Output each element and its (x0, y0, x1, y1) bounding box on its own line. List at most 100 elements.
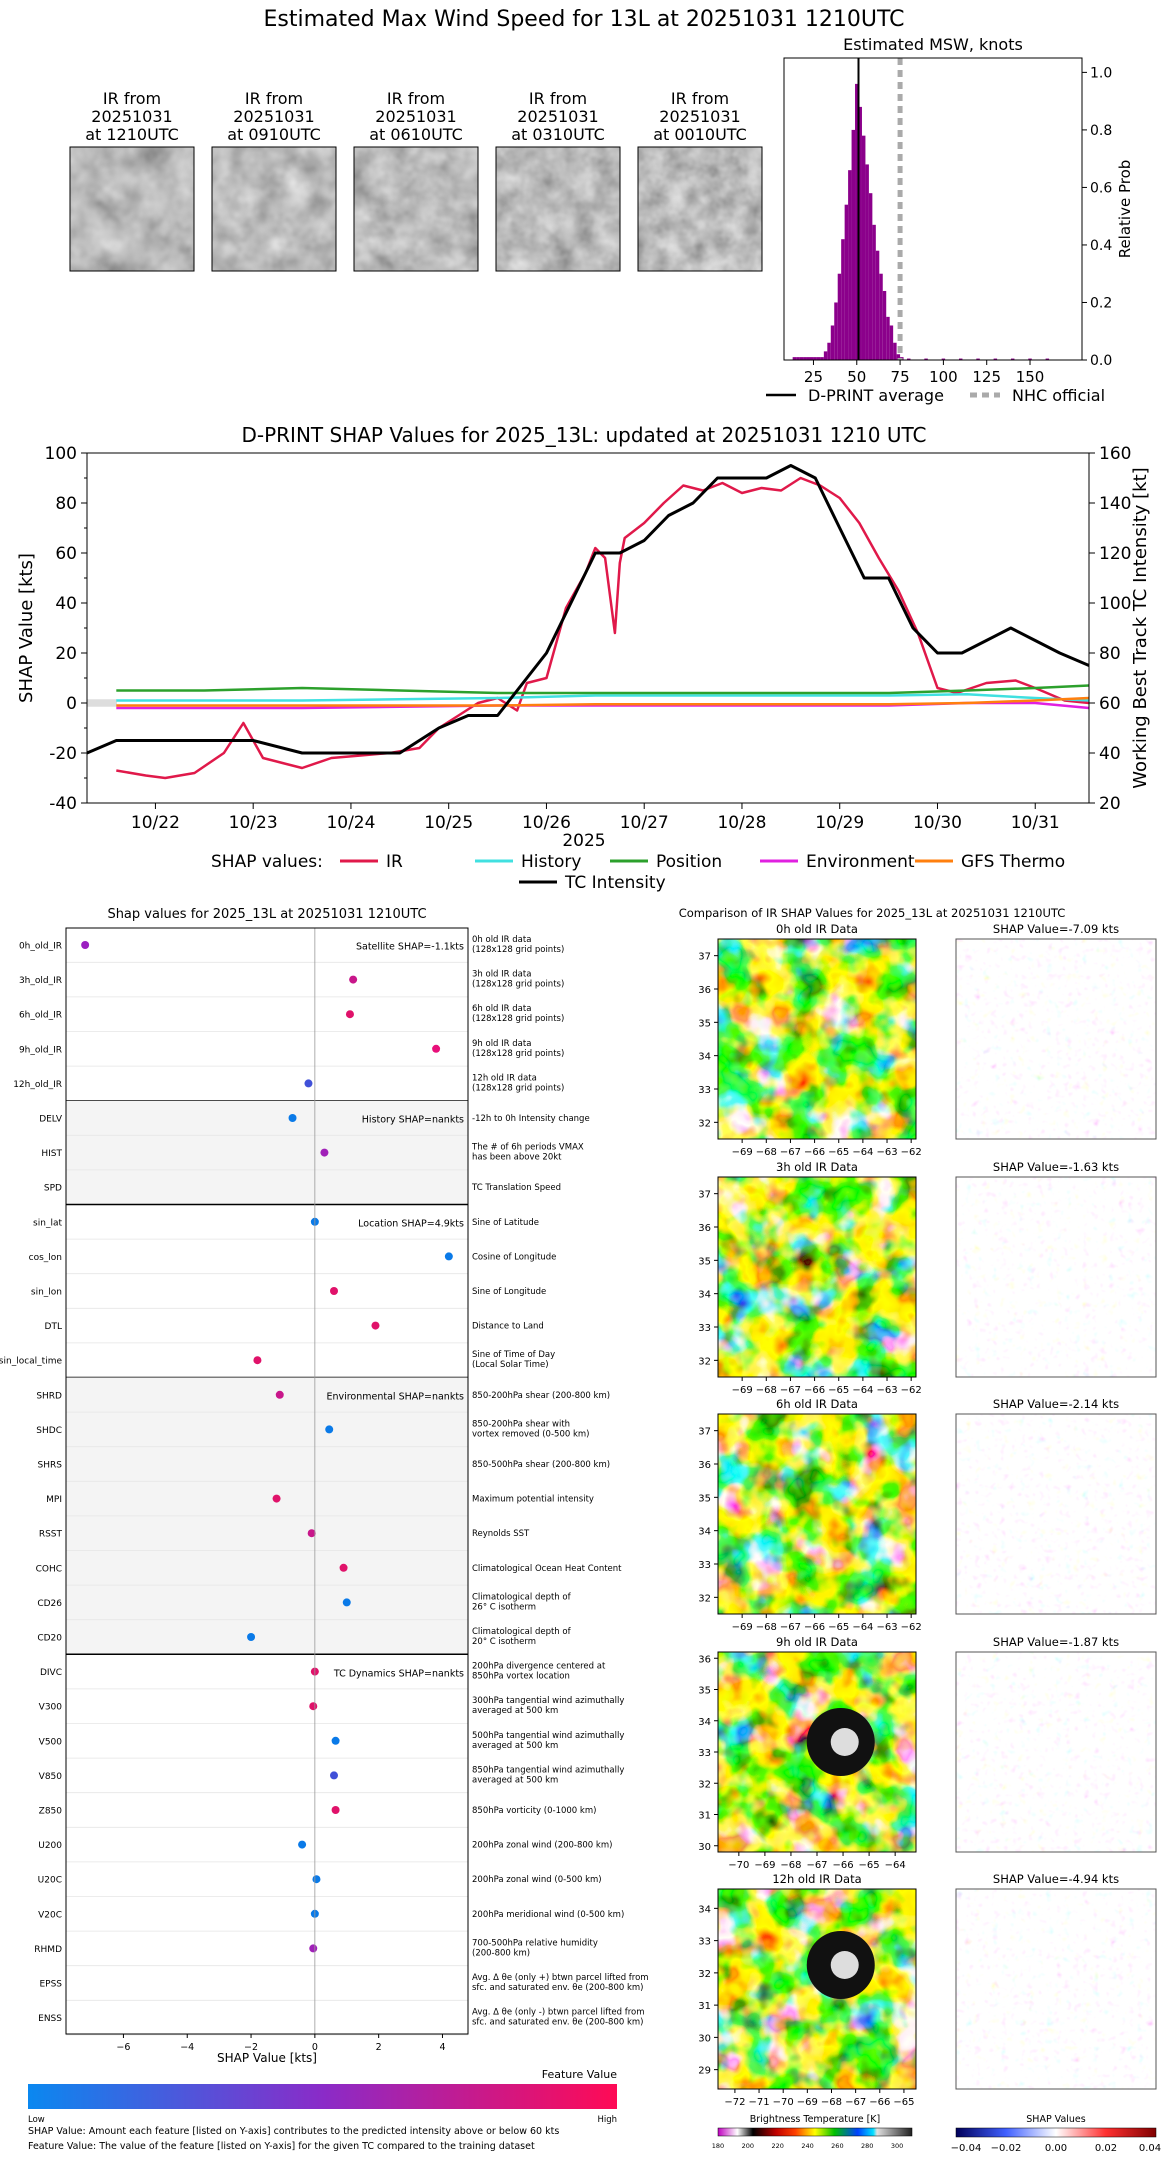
histogram-bar (875, 250, 880, 360)
x-tick-label: −71 (748, 2097, 769, 2108)
feature-name: V500 (39, 1737, 63, 1747)
shap-frame (955, 1176, 1157, 1378)
feature-name: DTL (45, 1322, 62, 1332)
legend-average-label: D-PRINT average (808, 386, 944, 405)
zero-band (87, 699, 117, 707)
group-label: Satellite SHAP=-1.1kts (356, 942, 464, 953)
y-axis-label: Relative Prob (1116, 160, 1134, 259)
legend-label: Position (656, 852, 722, 872)
comparison-title: Comparison of IR SHAP Values for 2025_13… (679, 906, 1066, 920)
x-tick-label: 10/29 (815, 813, 864, 833)
shap-image (956, 1652, 1156, 1852)
shap-fade (956, 1889, 1156, 2089)
x-tick-label: 0 (312, 2042, 318, 2053)
legend-label: History (521, 852, 581, 872)
x-tick-label: 10/22 (131, 813, 180, 833)
x-tick-label: 10/27 (620, 813, 669, 833)
feature-frame (65, 927, 469, 2035)
feature-description: 850hPa vorticity (0-1000 km) (472, 1806, 596, 1816)
bt-colorbar-title: Brightness Temperature [K] (750, 2114, 880, 2125)
histogram-bar (813, 357, 817, 360)
thumbnail-label-line: at 0910UTC (227, 125, 321, 144)
colorbar-title: Feature Value (542, 2068, 618, 2081)
y2-tick-label: 140 (1099, 494, 1131, 514)
feature-name: U200 (38, 1841, 62, 1851)
shap-timeseries-chart: D-PRINT SHAP Values for 2025_13L: update… (16, 423, 1151, 893)
feature-name: SHRD (36, 1391, 62, 1401)
thumbnail-label-line: at 1210UTC (85, 125, 179, 144)
x-tick-label: 50 (847, 368, 866, 386)
shap-frame (955, 1651, 1157, 1853)
feature-name: ENSS (38, 2014, 62, 2024)
ir-frame (717, 938, 917, 1140)
feature-description: (128x128 grid points) (472, 945, 564, 955)
feature-shap-dot (309, 1944, 318, 1953)
x-tick-label: 100 (929, 368, 958, 386)
shap-panel-title: SHAP Value=-1.63 kts (993, 1160, 1119, 1174)
shap-fade (956, 939, 1156, 1139)
feature-description: (128x128 grid points) (472, 1014, 564, 1024)
feature-description: Distance to Land (472, 1322, 544, 1332)
thumbnail-label-line: IR from (529, 89, 587, 108)
feature-shap-dot (342, 1598, 351, 1607)
shap-image (956, 1414, 1156, 1614)
thumbnail-label-line: IR from (671, 89, 729, 108)
histogram-bar (844, 204, 849, 360)
series-line-tc-intensity (86, 464, 1090, 755)
shap-image (956, 1177, 1156, 1377)
shap-fade (956, 1177, 1156, 1377)
group-label: TC Dynamics SHAP=nankts (333, 1668, 464, 1679)
group-label: Location SHAP=4.9kts (358, 1219, 464, 1230)
feature-name: sin_lon (31, 1288, 62, 1298)
y-tick-label: 32 (698, 1593, 711, 1604)
thumbnail-label-line: 20251031 (91, 107, 172, 126)
feature-name: sin_lat (33, 1218, 62, 1228)
histogram-bar (882, 290, 887, 360)
ir-panel-title: 12h old IR Data (772, 1872, 861, 1886)
thumbnail-label-line: at 0610UTC (369, 125, 463, 144)
x-tick-label: −66 (832, 1860, 853, 1871)
y-tick-label: 37 (698, 1190, 711, 1201)
x-tick-label: −65 (893, 2097, 914, 2108)
ir-panel-title: 3h old IR Data (776, 1160, 858, 1174)
x-tick-label: −64 (852, 1385, 873, 1396)
x-tick-label: −66 (804, 1147, 825, 1158)
x-tick-label: −62 (901, 1385, 922, 1396)
thumbnail-label-line: IR from (387, 89, 445, 108)
x-tick-label: 150 (1016, 368, 1045, 386)
y-tick-label: 100 (45, 444, 77, 464)
histogram-bar (820, 357, 824, 360)
feature-name: V300 (39, 1703, 63, 1713)
x-tick-label: −6 (116, 2042, 130, 2053)
histogram-bar (1010, 358, 1015, 360)
x-tick-label: −67 (780, 1147, 801, 1158)
ir-thumbnail-frame (637, 146, 763, 272)
histogram-bar (872, 224, 876, 360)
shap-colorbar-title: SHAP Values (1026, 2114, 1086, 2125)
y-tick-label: 35 (698, 1493, 711, 1504)
ir-image (718, 1414, 916, 1614)
feature-description: averaged at 500 km (472, 1741, 558, 1751)
feature-description: 200hPa zonal wind (200-800 km) (472, 1841, 612, 1851)
feature-shap-dot (81, 941, 90, 949)
y-tick-label: 33 (698, 1748, 711, 1759)
x-tick-label: −66 (804, 1622, 825, 1633)
shap-panel-title: SHAP Value=-4.94 kts (993, 1872, 1119, 1886)
y-tick-label: 30 (698, 1842, 711, 1853)
histogram-bar (993, 358, 998, 360)
shap-colorbar-tick: 0.00 (1045, 2143, 1067, 2154)
histogram-bar (837, 273, 842, 360)
feature-name: DELV (39, 1115, 63, 1125)
y-tick-label: 34 (698, 1052, 711, 1063)
x-tick-label: −68 (756, 1147, 777, 1158)
feature-name: CD20 (37, 1634, 62, 1644)
shap-frame (955, 938, 1157, 1140)
feature-shap-dot (320, 1148, 329, 1157)
feature-shap-dot (349, 975, 358, 984)
shap-fade (956, 1652, 1156, 1852)
ir-thumbnail-image (212, 147, 336, 271)
x-tick-label: 25 (804, 368, 823, 386)
shap-colorbar (955, 2127, 1157, 2138)
histogram-bar (855, 83, 859, 360)
x-tick-label: 10/26 (522, 813, 571, 833)
